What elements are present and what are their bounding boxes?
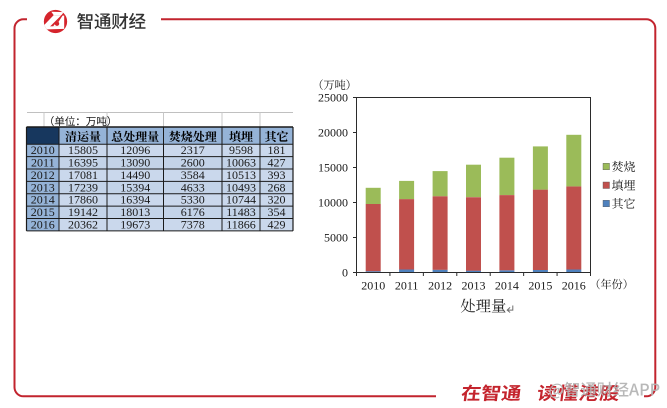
svg-text:4633: 4633 <box>181 180 205 194</box>
svg-text:2013: 2013 <box>31 180 55 194</box>
svg-text:268: 268 <box>268 180 286 194</box>
svg-text:2016: 2016 <box>31 218 55 232</box>
svg-text:2015: 2015 <box>31 205 55 219</box>
svg-text:2012: 2012 <box>31 168 55 182</box>
svg-text:320: 320 <box>268 193 286 207</box>
svg-text:427: 427 <box>268 156 286 170</box>
svg-text:7378: 7378 <box>181 218 205 232</box>
svg-text:16394: 16394 <box>120 193 150 207</box>
svg-text:10493: 10493 <box>226 180 256 194</box>
svg-text:12096: 12096 <box>120 143 150 157</box>
svg-text:2014: 2014 <box>31 193 55 207</box>
svg-text:2011: 2011 <box>395 278 419 292</box>
svg-text:2010: 2010 <box>361 278 385 292</box>
svg-text:393: 393 <box>268 168 286 182</box>
svg-text:13090: 13090 <box>120 156 150 170</box>
svg-text:429: 429 <box>268 218 286 232</box>
svg-text:16395: 16395 <box>68 156 98 170</box>
svg-text:2600: 2600 <box>181 156 205 170</box>
svg-text:14490: 14490 <box>120 168 150 182</box>
svg-text:15805: 15805 <box>68 143 98 157</box>
svg-text:20000: 20000 <box>318 126 348 140</box>
svg-text:15394: 15394 <box>120 180 150 194</box>
svg-text:0: 0 <box>342 266 348 280</box>
svg-text:181: 181 <box>268 143 286 157</box>
svg-text:6176: 6176 <box>181 205 205 219</box>
svg-text:2012: 2012 <box>428 278 452 292</box>
svg-text:18013: 18013 <box>120 205 150 219</box>
svg-text:11483: 11483 <box>226 205 256 219</box>
svg-text:25000: 25000 <box>318 91 348 105</box>
svg-text:19142: 19142 <box>68 205 98 219</box>
svg-text:17081: 17081 <box>68 168 98 182</box>
svg-text:5000: 5000 <box>324 231 348 245</box>
svg-text:354: 354 <box>268 205 286 219</box>
svg-text:17860: 17860 <box>68 193 98 207</box>
svg-text:10000: 10000 <box>318 196 348 210</box>
svg-text:10744: 10744 <box>226 193 256 207</box>
svg-text:9598: 9598 <box>229 143 253 157</box>
svg-text:20362: 20362 <box>68 218 98 232</box>
svg-text:2016: 2016 <box>562 278 586 292</box>
svg-text:10063: 10063 <box>226 156 256 170</box>
svg-text:3584: 3584 <box>181 168 205 182</box>
svg-text:15000: 15000 <box>318 161 348 175</box>
svg-text:2013: 2013 <box>462 278 486 292</box>
svg-text:2011: 2011 <box>31 156 55 170</box>
svg-text:10513: 10513 <box>226 168 256 182</box>
svg-text:2014: 2014 <box>495 278 519 292</box>
svg-text:2015: 2015 <box>528 278 552 292</box>
svg-text:17239: 17239 <box>68 180 98 194</box>
svg-text:5330: 5330 <box>181 193 205 207</box>
svg-text:2010: 2010 <box>31 143 55 157</box>
svg-text:11866: 11866 <box>226 218 256 232</box>
svg-text:19673: 19673 <box>120 218 150 232</box>
svg-text:2317: 2317 <box>181 143 205 157</box>
